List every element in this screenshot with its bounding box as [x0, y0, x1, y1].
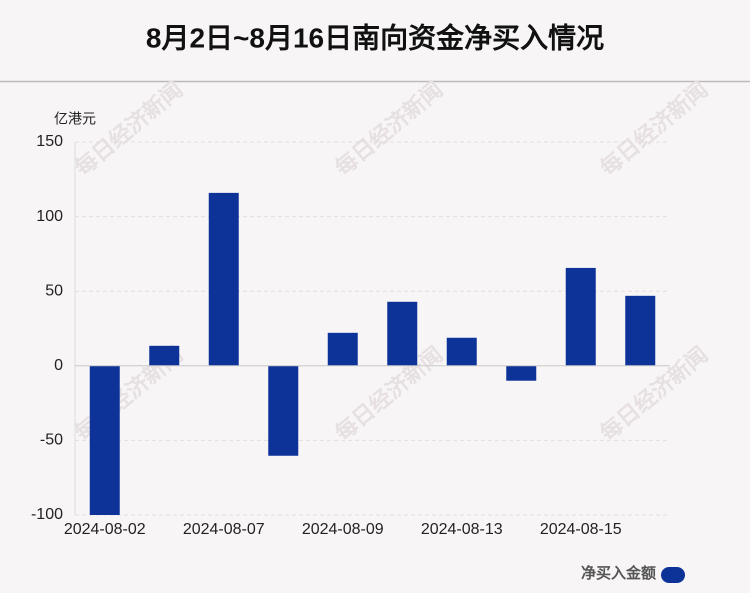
legend-label: 净买入金额	[581, 564, 656, 582]
bar	[446, 337, 477, 366]
y-tick-label: -100	[31, 506, 63, 523]
y-tick-label: 150	[36, 133, 63, 150]
x-tick-label: 2024-08-15	[540, 521, 622, 538]
legend-swatch	[661, 567, 685, 583]
y-tick-label: 100	[36, 208, 63, 225]
x-tick-label: 2024-08-02	[64, 521, 146, 538]
y-tick-label: 50	[45, 282, 63, 299]
bar	[387, 301, 418, 366]
bar	[327, 332, 358, 366]
y-tick-label: -50	[40, 432, 63, 449]
x-tick-label: 2024-08-07	[183, 521, 265, 538]
bar	[208, 192, 239, 366]
bar	[565, 267, 596, 366]
bar	[625, 295, 656, 366]
bar	[89, 365, 120, 515]
x-tick-label: 2024-08-09	[302, 521, 384, 538]
chart-title: 8月2日~8月16日南向资金净买入情况	[146, 21, 604, 53]
bar	[149, 345, 180, 366]
y-axis-unit: 亿港元	[54, 111, 96, 127]
bar	[268, 365, 299, 456]
y-tick-label: 0	[54, 357, 63, 374]
bar	[506, 365, 537, 381]
x-tick-label: 2024-08-13	[421, 521, 503, 538]
